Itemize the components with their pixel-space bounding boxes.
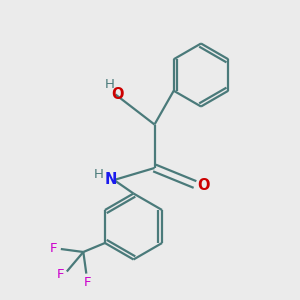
Text: H: H [105, 77, 115, 91]
Text: H: H [94, 168, 103, 181]
Text: F: F [50, 242, 57, 256]
Text: F: F [56, 268, 64, 281]
Text: O: O [111, 87, 123, 102]
Text: F: F [84, 275, 92, 289]
Text: O: O [198, 178, 210, 194]
Text: N: N [105, 172, 117, 188]
